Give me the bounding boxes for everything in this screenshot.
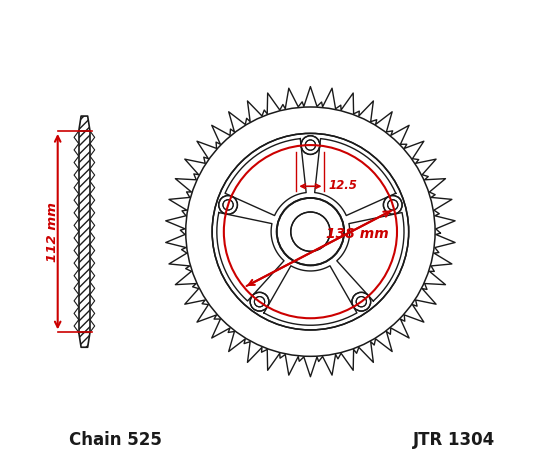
Text: Chain 525: Chain 525 — [69, 431, 162, 449]
Polygon shape — [337, 212, 404, 301]
Text: 112 mm: 112 mm — [45, 202, 59, 262]
Text: 138 mm: 138 mm — [326, 227, 389, 241]
Bar — [79, 131, 90, 332]
Polygon shape — [315, 139, 396, 216]
Polygon shape — [79, 116, 90, 131]
Polygon shape — [264, 266, 357, 325]
Polygon shape — [79, 332, 90, 347]
Text: JTR 1304: JTR 1304 — [413, 431, 495, 449]
Bar — [79, 131, 90, 332]
Text: 12.5: 12.5 — [328, 179, 357, 192]
Polygon shape — [217, 212, 284, 301]
Polygon shape — [225, 139, 306, 216]
